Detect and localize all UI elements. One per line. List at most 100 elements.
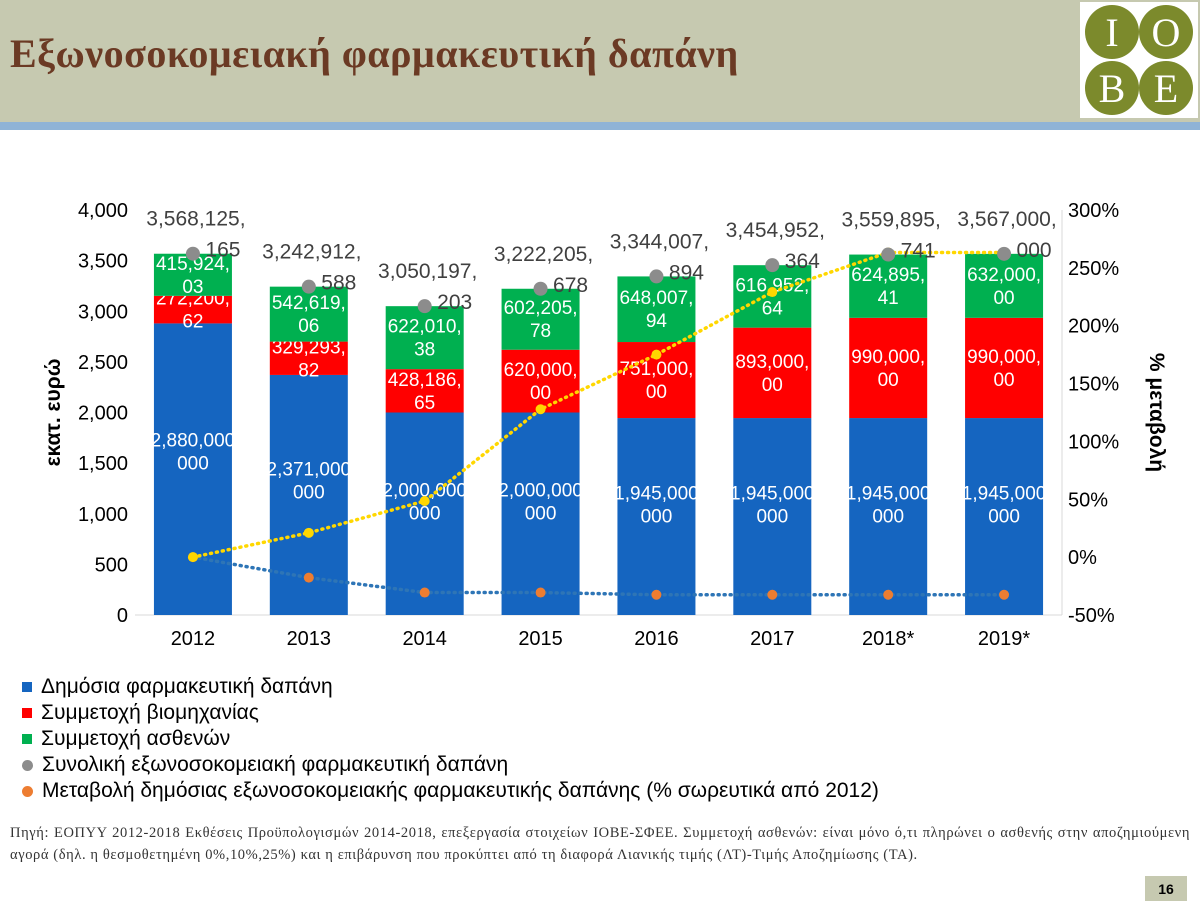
bar-public-label-line1: 2,371,000 (267, 460, 352, 481)
bar-industry-label-line1: 990,000, (967, 347, 1041, 368)
bar-patients-label-line2: 03 (182, 277, 203, 298)
x-tick-label: 2017 (750, 628, 795, 650)
public-change-point (767, 589, 778, 600)
bar-public (965, 418, 1044, 615)
y2-tick-label: 150% (1068, 374, 1119, 396)
legend-item-total: Συνολική εξωνοσοκομειακή φαρμακευτική δα… (22, 752, 1022, 778)
x-tick-label: 2016 (634, 628, 679, 650)
source-note: Πηγή: ΕΟΠΥΥ 2012-2018 Εκθέσεις Προϋπολογ… (10, 825, 1190, 863)
y-tick-label: 1,500 (78, 453, 128, 475)
bar-public (849, 418, 928, 615)
y2-tick-label: 250% (1068, 258, 1119, 280)
y-tick-label: 4,000 (78, 200, 128, 222)
total-change-line (191, 250, 1006, 559)
public-change-point (535, 587, 546, 598)
y2-tick-label: 300% (1068, 200, 1119, 222)
bar-industry (153, 295, 232, 324)
total-point (185, 246, 200, 261)
bar-public-label-line1: 1,945,000 (614, 484, 699, 505)
bar-public-label-line2: 000 (756, 507, 788, 528)
bar-public (385, 412, 464, 615)
bar-public-label-line2: 000 (409, 504, 441, 525)
y2-tick-label: -50% (1068, 605, 1115, 627)
total-point (765, 258, 780, 273)
bar-industry-label-line2: 00 (878, 370, 899, 391)
legend-swatch-industry (22, 708, 32, 718)
bar-public-label-line1: 2,880,000 (151, 431, 236, 452)
bar-patients (153, 253, 232, 296)
bar-industry-label-line1: 990,000, (851, 347, 925, 368)
legend-label-public-change: Μεταβολή δημόσιας εξωνοσοκομειακής φαρμα… (42, 779, 879, 802)
y-tick-label: 3,500 (78, 251, 128, 273)
x-tick-label: 2014 (402, 628, 447, 650)
total-label-line2: 741 (901, 240, 936, 263)
bar-industry-label-line2: 62 (182, 312, 203, 333)
logo-letter-4: Ε (1154, 66, 1178, 111)
total-label-line1: 3,242,912, (262, 241, 361, 264)
bar-industry (733, 327, 812, 419)
x-tick-label: 2013 (287, 628, 332, 650)
bar-patients-label-line1: 415,924, (156, 254, 230, 275)
y2-tick-label: 100% (1068, 431, 1119, 453)
bar-industry (269, 341, 348, 375)
page-number: 16 (1145, 876, 1187, 901)
bar-industry-label-line1: 428,186, (388, 370, 462, 391)
y2-tick-label: 200% (1068, 316, 1119, 338)
public-change-point (883, 589, 894, 600)
bar-public (501, 412, 580, 615)
bar-industry-label-line1: 893,000, (735, 352, 809, 373)
total-change-point (651, 349, 662, 360)
bar-industry-label-line2: 82 (298, 360, 319, 381)
y-tick-label: 3,000 (78, 301, 128, 323)
total-change-point (535, 404, 546, 415)
bar-patients-label-line2: 64 (762, 298, 784, 319)
bar-public-label-line1: 1,945,000 (730, 484, 815, 505)
bar-patients (501, 288, 580, 350)
y2-tick-label: 0% (1068, 547, 1097, 569)
bar-industry-label-line2: 65 (414, 393, 435, 414)
bar-patients-label-line2: 06 (298, 316, 319, 337)
total-point (649, 269, 664, 284)
page-title: Εξωνοσοκομειακή φαρμακευτική δαπάνη (10, 31, 739, 76)
x-tick-label: 2018* (862, 628, 914, 650)
bar-patients (849, 254, 928, 318)
public-change-point (651, 589, 662, 600)
total-point (881, 247, 896, 262)
total-point (417, 299, 432, 314)
logo-letter-2: Ο (1152, 10, 1181, 55)
bar-public-label-line2: 000 (988, 507, 1020, 528)
total-label-line2: 203 (437, 291, 472, 314)
total-point (301, 279, 316, 294)
legend-label-patients: Συμμετοχή ασθενών (41, 727, 231, 750)
bar-industry (501, 349, 580, 413)
bar-public (733, 418, 812, 615)
y-tick-label: 2,000 (78, 403, 128, 425)
total-label-line2: 364 (785, 250, 820, 273)
total-label-line2: 894 (669, 261, 704, 284)
bar-patients-label-line1: 622,010, (388, 317, 462, 338)
total-label-line1: 3,568,125, (146, 208, 245, 231)
y-tick-label: 0 (117, 605, 128, 627)
bar-industry-label-line2: 00 (530, 383, 551, 404)
bar-industry (849, 317, 928, 419)
bar-patients (385, 306, 464, 370)
legend-label-total: Συνολική εξωνοσοκομειακή φαρμακευτική δα… (42, 753, 509, 776)
y-axis-title: εκατ. ευρώ (42, 359, 65, 467)
total-change-point (419, 496, 430, 507)
logo-letter-1: Ι (1105, 10, 1118, 55)
bar-patients-label-line1: 602,205, (504, 298, 578, 319)
total-label-line2: 000 (1017, 239, 1052, 262)
legend-marker-total (22, 759, 33, 771)
total-label-line1: 3,559,895, (842, 209, 941, 232)
total-label-line2: 678 (553, 274, 588, 297)
bar-public-label-line2: 000 (293, 483, 325, 504)
total-point (533, 281, 548, 296)
bar-industry-label-line2: 00 (762, 375, 783, 396)
bar-patients (965, 253, 1044, 318)
total-label-line1: 3,050,197, (378, 260, 477, 283)
legend-marker-public-change (22, 785, 33, 797)
bar-patients-label-line1: 624,895, (851, 265, 925, 286)
bar-patients-label-line2: 78 (530, 321, 551, 342)
public-change-point (303, 572, 314, 583)
legend-swatch-public (22, 682, 32, 692)
